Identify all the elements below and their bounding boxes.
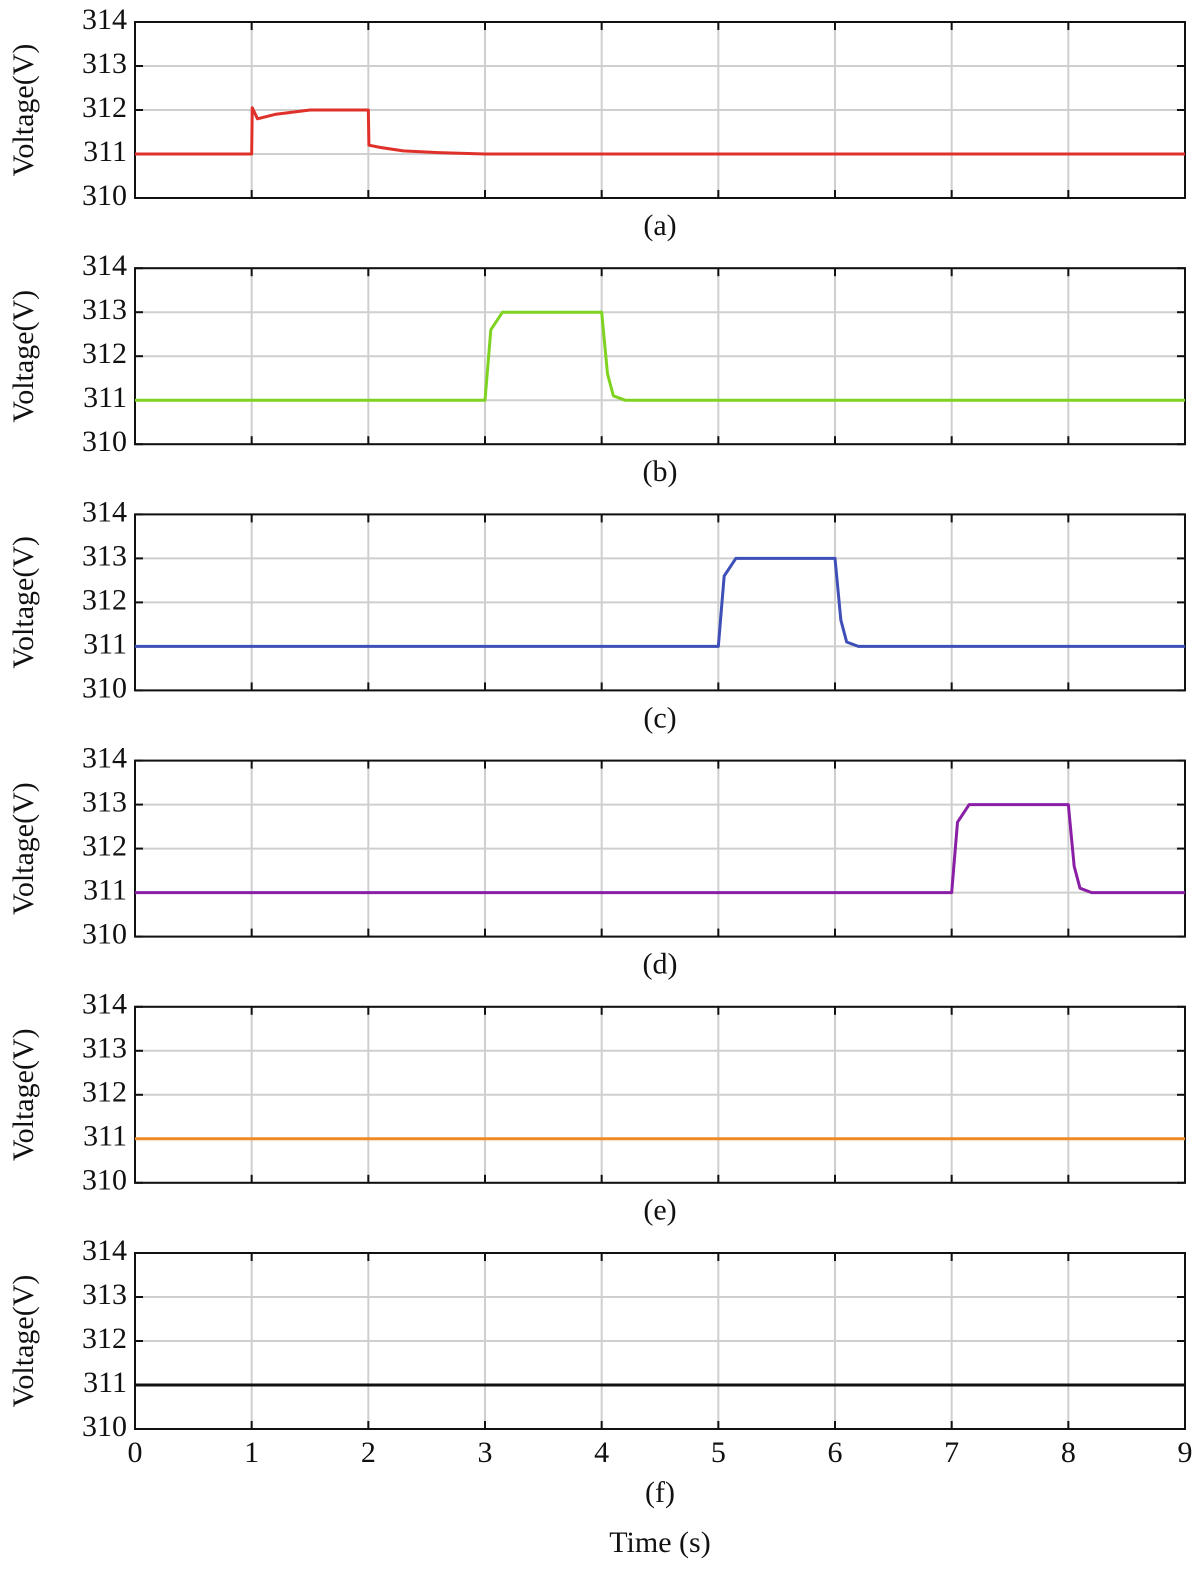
y-tick-label: 310 (82, 425, 127, 458)
y-tick-label: 314 (82, 741, 127, 774)
y-tick-label: 312 (82, 583, 127, 616)
y-axis-label: Voltage(V) (7, 1028, 40, 1161)
plot-frame (134, 267, 1186, 446)
plot-frame (134, 759, 1186, 938)
y-tick-label: 311 (83, 627, 127, 660)
y-tick-label: 314 (82, 495, 127, 528)
x-tick-label: 5 (711, 1436, 726, 1469)
x-tick-label: 0 (128, 1436, 143, 1469)
x-tick-label: 9 (1178, 1436, 1193, 1469)
voltage-line (135, 106, 1185, 156)
y-tick-label: 314 (82, 1234, 127, 1267)
y-tick-label: 311 (83, 1366, 127, 1399)
y-tick-label: 310 (82, 1410, 127, 1443)
y-axis-label: Voltage(V) (7, 290, 40, 423)
plot-frame (134, 513, 1186, 692)
y-axis-label: Voltage(V) (7, 536, 40, 669)
x-tick-label: 8 (1061, 1436, 1076, 1469)
y-tick-label: 312 (82, 337, 127, 370)
x-tick-label: 3 (478, 1436, 493, 1469)
y-axis-label: Voltage(V) (7, 44, 40, 177)
y-tick-label: 312 (82, 829, 127, 862)
panel-caption: (a) (643, 209, 676, 242)
voltage-line (135, 803, 1185, 895)
y-tick-label: 310 (82, 917, 127, 950)
y-tick-label: 313 (82, 785, 127, 818)
y-tick-label: 313 (82, 47, 127, 80)
y-tick-label: 312 (82, 91, 127, 124)
y-tick-label: 314 (82, 988, 127, 1021)
x-tick-label: 4 (594, 1436, 609, 1469)
plot-frame (134, 1252, 1186, 1430)
panel-caption: (e) (643, 1194, 676, 1227)
x-tick-label: 1 (244, 1436, 259, 1469)
plot-frame (134, 21, 1186, 199)
panel-caption: (b) (643, 455, 678, 488)
y-tick-label: 310 (82, 1164, 127, 1197)
plot-frame (134, 1005, 1186, 1184)
voltage-line (135, 310, 1185, 402)
y-tick-label: 313 (82, 1278, 127, 1311)
y-tick-label: 313 (82, 293, 127, 326)
y-tick-label: 314 (82, 249, 127, 282)
y-axis-label: Voltage(V) (7, 782, 40, 915)
voltage-line (135, 556, 1185, 648)
y-tick-label: 313 (82, 539, 127, 572)
x-tick-label: 7 (944, 1436, 959, 1469)
panel-caption: (c) (643, 701, 676, 734)
y-tick-label: 312 (82, 1076, 127, 1109)
y-tick-label: 314 (82, 3, 127, 36)
y-tick-label: 310 (82, 671, 127, 704)
panel-caption: (f) (645, 1476, 675, 1509)
y-tick-label: 312 (82, 1322, 127, 1355)
x-axis-label: Time (s) (609, 1526, 710, 1559)
x-tick-label: 6 (828, 1436, 843, 1469)
y-tick-label: 311 (83, 873, 127, 906)
x-tick-label: 2 (361, 1436, 376, 1469)
panel-caption: (d) (643, 947, 678, 980)
y-tick-label: 313 (82, 1032, 127, 1065)
y-tick-label: 311 (83, 135, 127, 168)
y-tick-label: 311 (83, 1120, 127, 1153)
y-tick-label: 311 (83, 381, 127, 414)
y-axis-label: Voltage(V) (7, 1275, 40, 1408)
y-tick-label: 310 (82, 179, 127, 212)
